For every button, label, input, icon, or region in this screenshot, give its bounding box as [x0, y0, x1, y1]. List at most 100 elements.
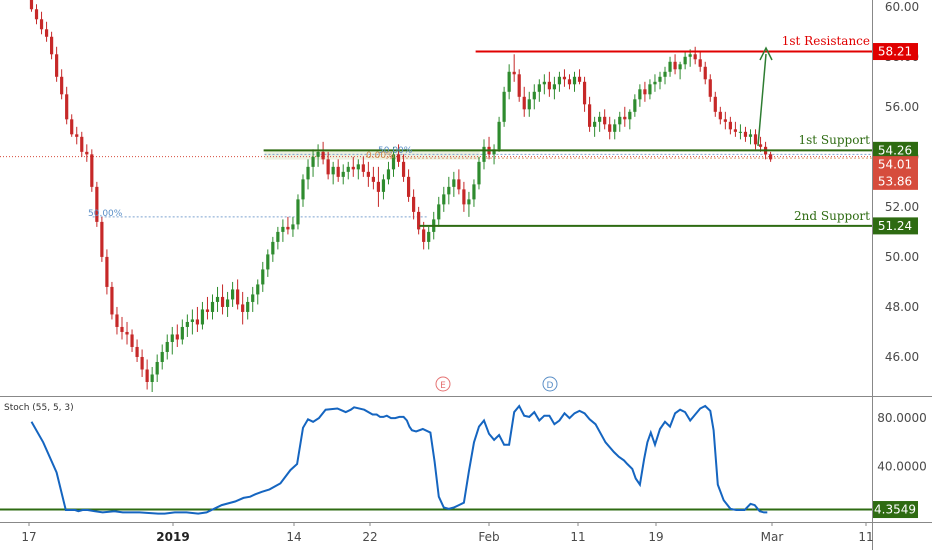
candle [44, 21, 49, 42]
candle [386, 161, 391, 185]
candle [246, 296, 250, 320]
date-tick-label: Mar [761, 530, 784, 544]
candle [728, 116, 732, 135]
candle [175, 324, 179, 347]
date-tick-label: Feb [478, 530, 499, 544]
candle [366, 161, 370, 187]
candle [462, 181, 466, 212]
candle [608, 116, 612, 140]
stoch-pane: 40.0000 80.0000 [0, 404, 927, 515]
candle [321, 141, 325, 165]
candle [180, 319, 184, 345]
candle [185, 314, 189, 337]
price-tick-label: 48.00 [885, 300, 919, 314]
candle [628, 109, 632, 130]
candle [276, 226, 280, 250]
candle [39, 11, 44, 35]
candle [361, 156, 365, 177]
candle [417, 206, 421, 235]
candle [225, 291, 230, 317]
dividend-marker-letter: D [547, 381, 554, 391]
fib-label-left: 50.00% [88, 209, 123, 219]
date-axis: 17 2019 14 22 Feb 11 19 Mar 11 [21, 522, 874, 544]
candle [643, 81, 647, 102]
candle [301, 174, 305, 207]
price-tick-label: 46.00 [885, 350, 919, 364]
date-tick-label: 17 [21, 530, 36, 544]
candle [145, 359, 149, 390]
candle [190, 309, 194, 335]
candle [593, 116, 597, 137]
candle [477, 156, 481, 190]
dividend-marker[interactable] [542, 376, 558, 392]
candlestick-series [29, 0, 773, 392]
candle [165, 334, 169, 360]
candle [29, 0, 34, 12]
stoch-title: Stoch (55, 5, 3) [4, 403, 74, 413]
date-tick-label: 19 [648, 530, 663, 544]
candle [140, 349, 144, 377]
candle [70, 114, 74, 137]
candle [603, 109, 607, 130]
candle [693, 46, 697, 65]
date-tick-label: 14 [286, 530, 301, 544]
candle [316, 144, 320, 167]
candle [105, 249, 109, 295]
date-tick-label: 22 [362, 530, 377, 544]
candle [296, 194, 300, 230]
candle [220, 284, 225, 315]
candle [346, 161, 350, 180]
stoch-line [30, 404, 768, 515]
earnings-marker-letter: E [440, 381, 446, 391]
candle [110, 281, 114, 320]
candle [170, 326, 174, 355]
candle [195, 306, 200, 332]
price-tick-label: 60.00 [885, 0, 919, 14]
resistance-price-text: 58.21 [878, 45, 912, 59]
fib-label-upper: 50.00% [378, 146, 413, 156]
candle [522, 86, 526, 117]
candle [100, 216, 104, 262]
candle [90, 149, 94, 192]
projection-arrow [757, 46, 773, 147]
candle [442, 186, 446, 212]
candle [758, 136, 763, 152]
earnings-marker[interactable] [435, 376, 451, 392]
candle [251, 286, 255, 312]
candle [557, 71, 562, 92]
candle [618, 111, 622, 132]
candle [120, 316, 124, 340]
candle [582, 76, 587, 112]
candle [718, 106, 722, 125]
candle [598, 111, 602, 132]
candle [306, 159, 310, 190]
support2-price-text: 51.24 [878, 219, 912, 233]
candle [291, 216, 295, 237]
candle [376, 166, 381, 207]
candle [95, 181, 99, 227]
candle [723, 111, 727, 130]
candle [512, 54, 516, 82]
candle [472, 179, 476, 207]
candle [281, 219, 285, 242]
candle [241, 291, 245, 325]
candle [326, 151, 330, 180]
candle [678, 61, 682, 80]
candle [532, 84, 536, 110]
candle [256, 279, 260, 305]
candle [552, 76, 556, 100]
fib-zone-fill [264, 150, 480, 160]
current-price-badge [873, 156, 918, 174]
candle [638, 84, 642, 107]
date-tick-label: 11 [858, 530, 873, 544]
candle [85, 144, 89, 162]
level-lines [263, 50, 872, 227]
chart-background [0, 0, 872, 550]
candle [547, 71, 551, 97]
candle [391, 146, 396, 177]
candle [537, 79, 541, 102]
support1-label: 1st Support [798, 133, 870, 147]
candle [698, 51, 702, 72]
stoch-level-text: 4.3549 [874, 503, 916, 517]
candle [135, 339, 139, 362]
